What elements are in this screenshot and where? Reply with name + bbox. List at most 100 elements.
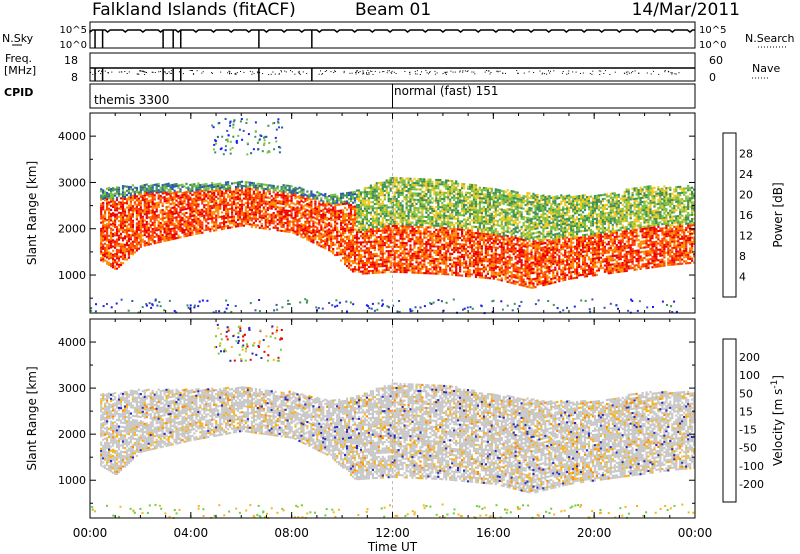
power-cell [461,228,464,231]
power-cell [393,212,396,215]
power-cell [145,212,148,215]
nave-dot [142,70,144,72]
power-cell [433,193,436,196]
power-cell [470,194,474,197]
power-cell [387,229,390,232]
power-cell [149,216,152,219]
power-cell [179,217,182,220]
power-cell [395,245,398,248]
power-cell [225,202,228,205]
power-cell [195,187,198,190]
power-cell [349,214,353,217]
power-cell [151,192,154,195]
power-cell [246,185,249,188]
power-cell [183,224,186,227]
power-cell [322,200,325,203]
power-cell [236,210,240,213]
power-cell [314,221,317,224]
power-cell [349,197,353,200]
power-cell [421,201,424,204]
power-cell [399,214,402,217]
power-cell [115,203,119,206]
power-cell [288,203,291,206]
power-cell [413,244,416,247]
nave-dot [192,70,193,72]
power-cell [328,238,331,241]
power-cell [193,210,196,213]
power-cell [244,181,247,184]
power-cell [125,231,129,234]
power-cell [211,217,214,220]
power-cell [155,204,158,207]
power-cell [395,210,398,213]
power-cell [363,189,366,192]
power-cell [419,234,422,237]
power-cell [266,207,269,210]
power-cell [443,210,446,213]
power-cell [189,196,192,199]
power-cell [185,207,188,210]
power-cell [461,230,464,233]
power-cell [472,236,476,239]
power-cell [238,224,242,227]
power-cell [346,202,349,205]
power-cell [365,270,368,273]
power-cell [135,199,138,202]
power-cell [468,264,472,267]
power-cell [447,265,450,268]
power-cell [300,233,303,236]
power-cell [423,178,426,181]
power-cell [342,203,345,206]
power-cell [411,263,414,266]
power-cell [205,224,208,227]
power-cell [272,214,275,217]
nave-dot [128,71,130,73]
power-cell [211,198,214,201]
power-cell [338,211,341,214]
nave-dot [664,71,666,73]
power-cell [425,232,428,235]
nave-dot [395,73,397,74]
power-cell [403,181,406,184]
power-cell [250,225,253,228]
power-cell [399,262,402,265]
power-cell [137,241,140,244]
power-cell [407,258,410,261]
power-cell [346,192,349,195]
power-cell [320,228,323,231]
power-cell [355,268,359,271]
power-cell [419,226,422,229]
power-cell [165,226,168,229]
power-cell [221,198,224,201]
power-cell [155,227,158,230]
power-cell [161,204,164,207]
power-cell [135,218,138,221]
power-cell [348,231,351,234]
power-cell [159,211,162,214]
power-cell [443,185,446,188]
power-cell [187,234,190,237]
power-cell [173,195,176,198]
power-cell [209,186,212,189]
nave-dot [589,73,591,74]
power-cell [411,192,414,195]
power-cell [445,252,448,255]
power-cell [455,257,458,260]
power-cell [167,232,170,235]
power-cell [266,202,269,205]
power-cell [435,224,438,227]
power-cell [308,220,311,223]
power-cell [381,252,384,255]
power-cell [119,243,123,246]
power-cell [288,187,291,190]
power-cell [330,219,333,222]
power-cell [121,255,125,258]
power-cell [169,213,172,216]
power-cell [280,229,283,232]
power-cell [117,211,121,214]
power-cell [342,192,345,195]
power-cell [147,206,150,209]
power-cell [324,230,327,233]
power-cell [173,227,176,230]
power-cell [385,256,388,259]
